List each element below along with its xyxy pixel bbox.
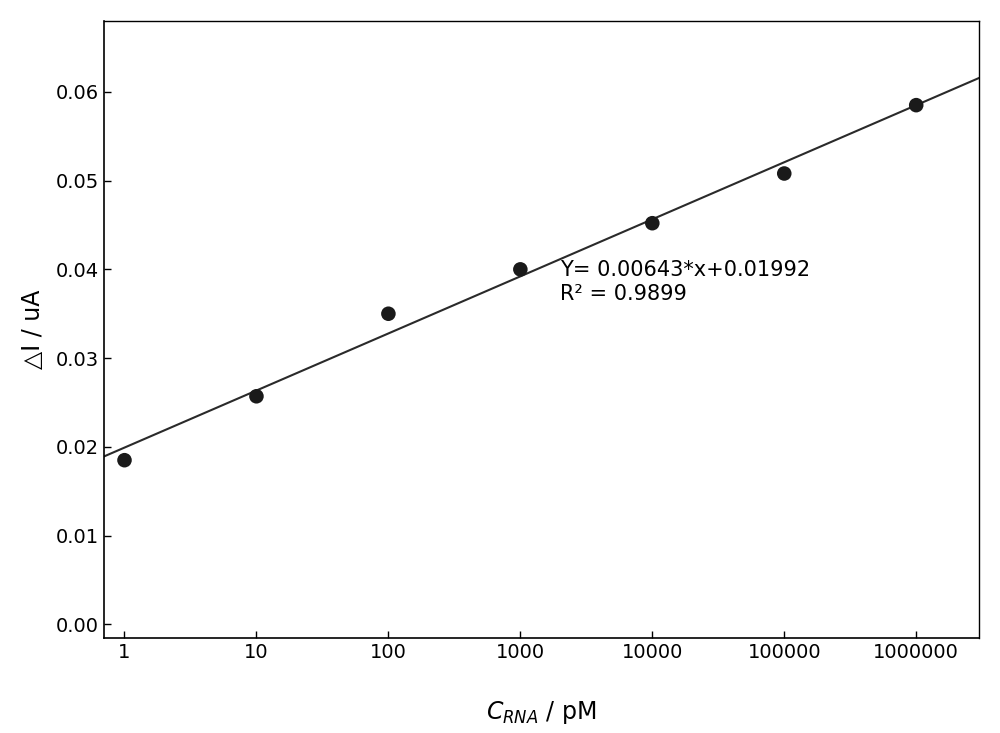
Point [512,263,528,275]
Point [116,454,132,466]
Point [908,99,924,111]
Text: $\mathit{C}_{\mathit{RNA}}$ / pM: $\mathit{C}_{\mathit{RNA}}$ / pM [486,699,597,726]
Point [248,391,264,402]
Point [644,218,660,229]
Text: Y= 0.00643*x+0.01992
R² = 0.9899: Y= 0.00643*x+0.01992 R² = 0.9899 [560,260,810,303]
Point [380,308,396,320]
Y-axis label: △I / uA: △I / uA [21,290,45,369]
Point [776,168,792,180]
